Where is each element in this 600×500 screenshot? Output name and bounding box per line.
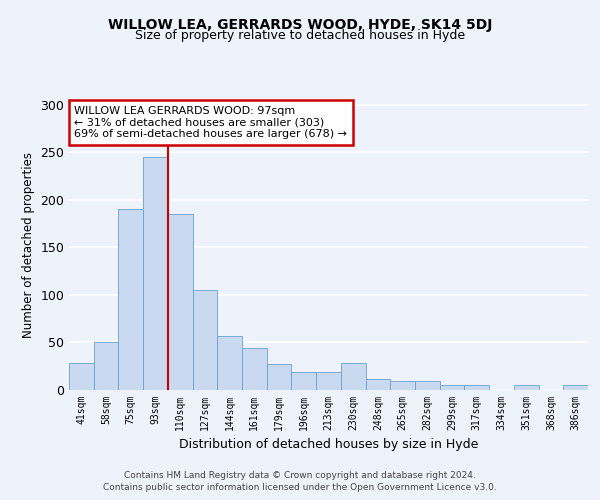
Bar (193, 290, 217, 390)
Y-axis label: Number of detached properties: Number of detached properties (22, 152, 35, 338)
Bar (217, 336, 242, 390)
Bar (292, 372, 316, 390)
Text: Contains HM Land Registry data © Crown copyright and database right 2024.: Contains HM Land Registry data © Crown c… (124, 472, 476, 480)
Bar (563, 385, 588, 390)
X-axis label: Distribution of detached houses by size in Hyde: Distribution of detached houses by size … (179, 438, 478, 452)
Bar (94, 342, 118, 390)
Bar (242, 348, 267, 390)
Text: WILLOW LEA, GERRARDS WOOD, HYDE, SK14 5DJ: WILLOW LEA, GERRARDS WOOD, HYDE, SK14 5D… (108, 18, 492, 32)
Text: Contains public sector information licensed under the Open Government Licence v3: Contains public sector information licen… (103, 482, 497, 492)
Bar (118, 210, 143, 390)
Text: Size of property relative to detached houses in Hyde: Size of property relative to detached ho… (135, 29, 465, 42)
Bar (440, 385, 464, 390)
Bar (69, 364, 94, 390)
Bar (365, 378, 390, 390)
Bar (341, 364, 365, 390)
Bar (316, 372, 341, 390)
Bar (415, 382, 440, 390)
Text: WILLOW LEA GERRARDS WOOD: 97sqm
← 31% of detached houses are smaller (303)
69% o: WILLOW LEA GERRARDS WOOD: 97sqm ← 31% of… (74, 106, 347, 139)
Bar (168, 214, 193, 390)
Bar (143, 157, 168, 390)
Bar (464, 385, 489, 390)
Bar (514, 385, 539, 390)
Bar (390, 382, 415, 390)
Bar (267, 364, 292, 390)
